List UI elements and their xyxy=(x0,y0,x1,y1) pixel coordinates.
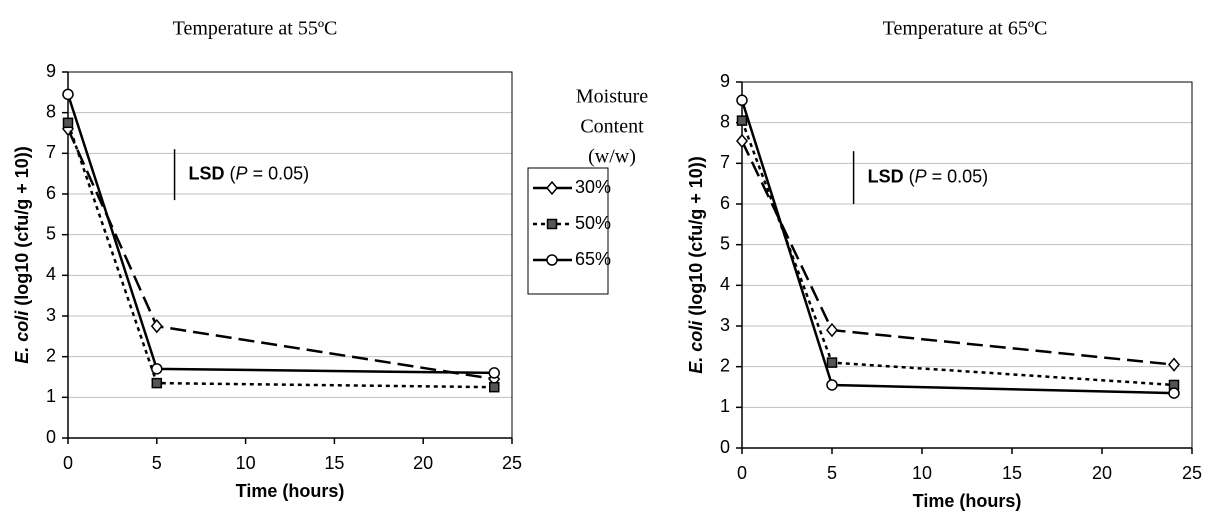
lsd-label-part: LSD xyxy=(189,163,225,183)
y-tick-label: 1 xyxy=(720,396,730,416)
marker-circle xyxy=(62,88,74,101)
plot-frame xyxy=(67,71,513,439)
lsd-label-part: ( xyxy=(225,163,236,183)
marker-circle xyxy=(826,379,838,391)
y-tick-label: 6 xyxy=(46,183,56,203)
x-tick-label: 5 xyxy=(152,453,162,473)
x-tick-label: 10 xyxy=(912,463,932,483)
y-tick-label: 8 xyxy=(46,101,56,121)
y-axis-label-part: (log10 (cfu/g + 10)) xyxy=(12,146,32,311)
y-tick-label: 5 xyxy=(720,233,730,253)
x-axis-label: Time (hours) xyxy=(913,491,1022,511)
y-axis-label: E. coli (log10 (cfu/g + 10)) xyxy=(12,146,32,364)
marker-circle xyxy=(736,94,748,107)
x-tick-label: 15 xyxy=(1002,463,1022,483)
lsd-label-part: LSD xyxy=(868,166,904,186)
y-tick-label: 9 xyxy=(720,71,730,91)
y-tick-label: 5 xyxy=(46,223,56,243)
lsd-label-part: P xyxy=(915,166,927,186)
legend-title: Moisture xyxy=(576,86,648,108)
y-axis-label: E. coli (log10 (cfu/g + 10)) xyxy=(686,156,706,374)
y-tick-label: 8 xyxy=(720,111,730,131)
lsd-label-part: = 0.05) xyxy=(248,163,310,183)
marker-square xyxy=(62,117,74,129)
marker-diamond xyxy=(826,322,838,338)
x-tick-label: 15 xyxy=(324,453,344,473)
x-tick-label: 25 xyxy=(1182,463,1202,483)
marker-diamond xyxy=(1168,357,1180,372)
y-tick-label: 4 xyxy=(46,264,56,284)
series-line xyxy=(740,99,1175,395)
marker-square xyxy=(488,381,500,393)
legend-label: 50% xyxy=(575,213,611,233)
x-tick-label: 0 xyxy=(737,463,747,483)
x-axis-label: Time (hours) xyxy=(236,481,345,501)
y-tick-label: 0 xyxy=(720,437,730,457)
y-tick-label: 3 xyxy=(720,315,730,335)
legend-title: (w/w) xyxy=(588,146,636,168)
x-tick-label: 5 xyxy=(827,463,837,483)
marker-square xyxy=(826,357,838,368)
marker-square xyxy=(151,377,163,389)
y-tick-label: 9 xyxy=(46,61,56,81)
marker-diamond xyxy=(736,133,748,149)
lsd-label: LSD (P = 0.05) xyxy=(189,163,310,183)
lsd-label-part: ( xyxy=(904,166,915,186)
chart-title: Temperature at 55ºC xyxy=(173,18,338,40)
legend-marker xyxy=(546,254,558,266)
y-axis-label-part: E. coli xyxy=(686,320,706,374)
legend-label: 30% xyxy=(575,177,611,197)
legend-marker xyxy=(546,180,558,196)
lsd-label: LSD (P = 0.05) xyxy=(868,166,989,186)
y-tick-label: 2 xyxy=(46,345,56,365)
y-axis-label-part: E. coli xyxy=(12,310,32,364)
y-tick-label: 1 xyxy=(46,386,56,406)
legend-marker xyxy=(546,218,558,230)
y-tick-label: 3 xyxy=(46,305,56,325)
x-tick-label: 10 xyxy=(236,453,256,473)
x-tick-label: 20 xyxy=(413,453,433,473)
chart-title: Temperature at 65ºC xyxy=(883,18,1048,40)
marker-circle xyxy=(151,363,163,375)
marker-circle xyxy=(1168,387,1180,399)
series-line xyxy=(66,93,495,375)
x-tick-label: 20 xyxy=(1092,463,1112,483)
marker-diamond xyxy=(150,318,163,334)
y-tick-label: 0 xyxy=(46,427,56,447)
y-tick-label: 4 xyxy=(720,274,730,294)
lsd-label-part: P xyxy=(236,163,248,183)
x-tick-label: 25 xyxy=(502,453,522,473)
y-axis-label-part: (log10 (cfu/g + 10)) xyxy=(686,156,706,321)
lsd-label-part: = 0.05) xyxy=(927,166,989,186)
y-tick-label: 7 xyxy=(720,152,730,172)
y-tick-label: 2 xyxy=(720,355,730,375)
marker-square xyxy=(736,115,748,126)
x-tick-label: 0 xyxy=(63,453,73,473)
legend-label: 65% xyxy=(575,249,611,269)
y-tick-label: 6 xyxy=(720,193,730,213)
legend-title: Content xyxy=(580,116,644,138)
marker-circle xyxy=(488,367,500,379)
y-tick-label: 7 xyxy=(46,142,56,162)
series-line xyxy=(740,120,1175,387)
